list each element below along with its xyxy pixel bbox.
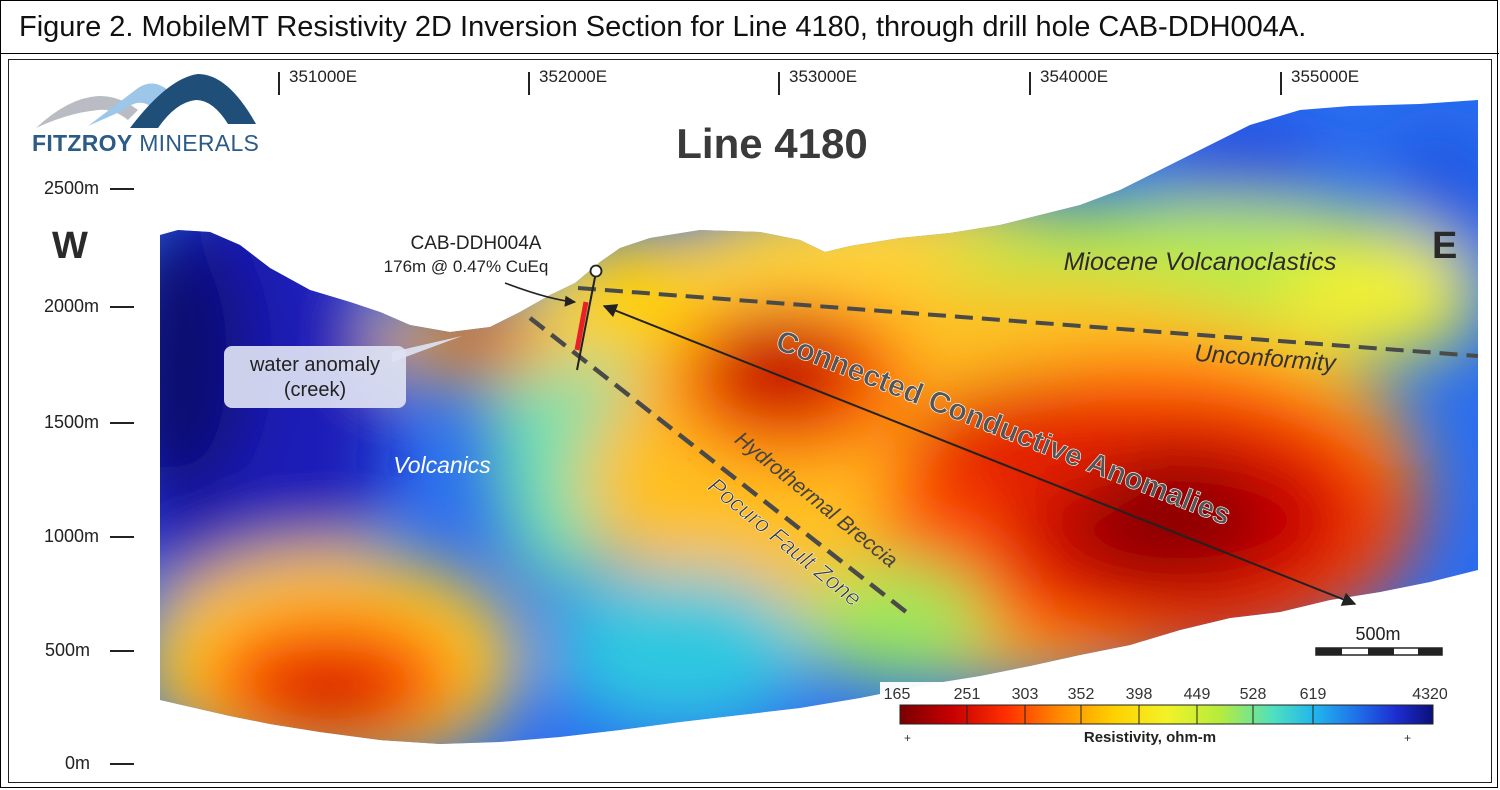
resistivity-field — [160, 100, 1478, 744]
easting-label: 354000E — [1040, 67, 1108, 86]
miocene-label: Miocene Volcanoclastics — [1064, 248, 1337, 276]
west-label: W — [52, 225, 88, 267]
colorbar-title: Resistivity, ohm-m — [1084, 729, 1216, 746]
colorbar-tick-label: 352 — [1068, 686, 1095, 703]
logo-mountain-grey — [36, 95, 138, 128]
colorbar-tick-label: 251 — [954, 686, 981, 703]
fitzroy-minerals-logo — [36, 74, 256, 128]
water-anomaly-text: water anomaly — [249, 354, 380, 376]
logo-wordmark: FITZROY MINERALS — [32, 130, 259, 157]
elevation-label: 0m — [65, 753, 90, 773]
section-panel — [8, 59, 1492, 783]
drill-hole-name: CAB-DDH004A — [411, 233, 542, 254]
elevation-label: 1000m — [44, 526, 99, 546]
colorbar-ramp — [899, 704, 1434, 725]
unconformity-line — [577, 286, 1479, 358]
water-callout-pointer — [392, 336, 462, 362]
section-title: Line 4180 — [676, 120, 867, 167]
scale-bar-segment — [1418, 648, 1442, 655]
easting-label: 353000E — [789, 67, 857, 86]
elevation-label: 1500m — [44, 412, 99, 432]
colorbar-tick-label: 398 — [1126, 686, 1153, 703]
drill-hole-intercept: 176m @ 0.47% CuEq — [384, 257, 549, 276]
elevation-label: 2000m — [44, 296, 99, 316]
water-anomaly-callout — [224, 346, 406, 408]
water-anomaly-text: (creek) — [284, 379, 346, 401]
colorbar-tick-label: 303 — [1012, 686, 1039, 703]
drill-callout-arrow — [504, 282, 577, 307]
east-label: E — [1432, 225, 1457, 267]
conductive-trend-arrow — [602, 304, 1357, 606]
drill-collar-icon — [589, 264, 603, 278]
logo-word-bold: FITZROY — [32, 130, 133, 156]
scale-bar-segment — [1316, 648, 1342, 655]
scale-bar-segment — [1368, 648, 1394, 655]
colorbar-tick-label: 449 — [1184, 686, 1211, 703]
colorbar-tick-label: 4320 — [1412, 686, 1448, 703]
elevation-label: 500m — [45, 640, 90, 660]
colorbar-tick-label: 619 — [1300, 686, 1327, 703]
colorbar-tick-label: 528 — [1240, 686, 1267, 703]
volcanics-label: Volcanics — [393, 452, 491, 478]
drill-hole-trace — [576, 271, 597, 371]
logo-mountain-blue — [88, 83, 168, 126]
scale-bar: 500m — [1315, 624, 1443, 656]
easting-label: 355000E — [1291, 67, 1359, 86]
elevation-label: 2500m — [44, 178, 99, 198]
elevation-axis: 2500m 2000m 1500m 1000m 500m 0m — [44, 178, 134, 773]
easting-label: 351000E — [289, 67, 357, 86]
colorbar-end-mark: + — [1404, 731, 1411, 745]
figure-caption: Figure 2. MobileMT Resistivity 2D Invers… — [1, 1, 1499, 54]
scale-bar-label: 500m — [1355, 624, 1400, 644]
colorbar-tick-label: 165 — [884, 686, 911, 703]
logo-mountain-navy — [130, 74, 256, 128]
resistivity-colorbar: 165 251 303 352 398 449 528 619 4320 Resistivity… — [880, 682, 1452, 750]
easting-axis: 351000E 352000E 353000E 354000E 355000E — [278, 67, 1359, 95]
easting-label: 352000E — [539, 67, 607, 86]
drill-intercept — [574, 301, 589, 351]
colorbar-end-mark: + — [904, 731, 911, 745]
logo-word-light: MINERALS — [139, 130, 260, 156]
